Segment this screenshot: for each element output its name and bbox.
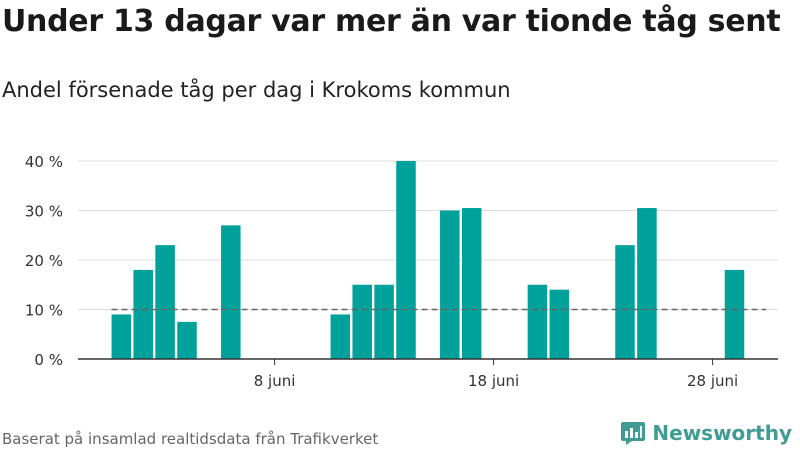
- bar: [527, 284, 548, 359]
- bar: [155, 245, 175, 359]
- source-note: Baserat på insamlad realtidsdata från Tr…: [2, 430, 379, 448]
- bar: [549, 289, 570, 359]
- gridlines: [78, 160, 778, 310]
- y-tick-label: 20 %: [25, 252, 63, 270]
- bar: [724, 269, 745, 359]
- bar: [111, 314, 132, 359]
- bar: [221, 225, 241, 359]
- y-tick-label: 40 %: [25, 153, 63, 171]
- y-tick-label: 0 %: [34, 351, 63, 369]
- bar-chart-logo-icon: [621, 422, 646, 445]
- brand-name: Newsworthy: [652, 421, 792, 445]
- bar: [440, 210, 460, 359]
- chart-subtitle: Andel försenade tåg per dag i Krokoms ko…: [2, 78, 511, 102]
- chart-title: Under 13 dagar var mer än var tionde tåg…: [2, 4, 781, 39]
- brand-logo[interactable]: Newsworthy: [620, 420, 792, 446]
- bar: [637, 208, 657, 359]
- bars: [111, 161, 745, 359]
- x-tick-label: 28 juni: [687, 372, 738, 390]
- x-tick-label: 18 juni: [468, 372, 519, 390]
- x-tick-label: 8 juni: [254, 372, 296, 390]
- bar: [352, 284, 372, 359]
- y-tick-label: 30 %: [25, 203, 63, 221]
- bar: [133, 269, 153, 359]
- bar: [461, 208, 482, 359]
- bar: [374, 284, 394, 359]
- bar: [177, 321, 197, 359]
- bar: [330, 314, 351, 359]
- axes: 0 % 10 % 20 % 30 % 40 % 8 juni 18 juni 28 juni: [25, 153, 778, 390]
- bar: [396, 161, 416, 359]
- y-tick-label: 10 %: [25, 302, 63, 320]
- bar: [615, 245, 635, 359]
